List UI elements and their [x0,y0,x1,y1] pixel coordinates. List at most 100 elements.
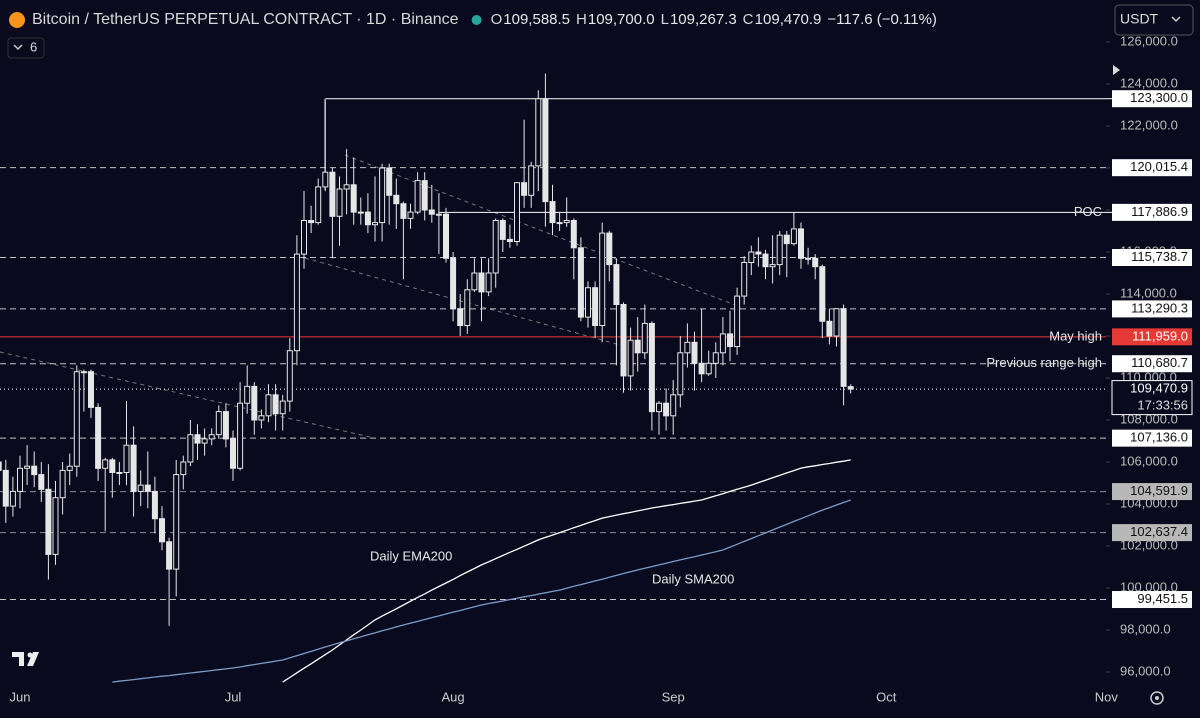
candle-body [698,362,705,375]
currency-button[interactable] [1114,4,1194,36]
candle-body [180,461,187,476]
level-label-box [1112,328,1192,346]
candle-body [173,474,180,570]
candle-body [379,167,386,224]
candle-body [762,253,769,268]
level-label-box [1112,300,1192,318]
candle-body [705,362,712,375]
candle-body [790,228,797,245]
indicator-toggle[interactable] [7,37,45,59]
candle-body [471,272,478,291]
candle-body [755,251,762,255]
candle-body [812,257,819,268]
candle-body [301,220,307,255]
y-tick-label: 98,000.0 [1120,621,1171,636]
candle-body [144,484,151,492]
candle-body [80,371,87,374]
candle-body [244,385,251,404]
candle-body [592,287,599,327]
candle-body [549,201,556,224]
settings-icon-center [1155,696,1159,700]
level-label: 107,136.0 [1130,430,1188,445]
candle-body [492,220,499,274]
ohlc-key: C [743,11,754,28]
series-label: Daily SMA200 [652,571,734,586]
level-label: 111,959.0 [1132,328,1188,343]
candle-body [265,394,272,417]
plot [0,73,1106,683]
candle-body [521,182,528,196]
candle-body [485,272,492,293]
y-tick-label: 114,000.0 [1120,285,1177,300]
x-tick-label: Jun [10,689,31,704]
settings-icon[interactable] [1150,691,1164,705]
candle-body [421,180,428,211]
y-tick-label: 126,000.0 [1120,33,1178,48]
level-label: 113,290.3 [1131,300,1188,315]
scroll-arrow[interactable] [1113,65,1120,75]
level-label-box [1111,380,1193,416]
candle-body [38,474,45,490]
trend-line [304,257,621,346]
x-tick-label: Oct [876,689,897,704]
candle-body [719,333,726,354]
candle-body [322,171,329,188]
ohlc-key: L [661,11,669,28]
candle-body [613,264,620,306]
candle-body [620,304,627,377]
level-label: 102,637.4 [1130,524,1188,539]
candle-body [159,518,165,543]
candle-body [237,402,244,469]
ohlc-value: 109,267.3 [670,11,737,28]
header: Bitcoin / TetherUS PERPETUAL CONTRACT · … [9,11,937,28]
x-tick-label: Jul [225,689,242,704]
candle-body [130,444,137,492]
candle-body [563,220,570,224]
level-label-box [1112,524,1192,542]
y-tick-label: 124,000.0 [1120,75,1178,90]
level-name: May high [1049,328,1102,343]
candle-body [187,434,194,463]
candle-body [478,272,485,293]
candle-body [222,411,229,440]
candle-body [2,469,9,507]
x-tick-label: Nov [1095,689,1119,704]
trend-line [344,154,736,306]
candle-body [386,167,393,196]
candle-body [535,98,542,167]
chevron-icon [1171,16,1181,23]
status-dot [471,15,482,25]
candle-body [847,386,854,390]
candle-body [116,472,123,474]
candle-body [556,222,563,225]
candle-body [457,308,464,327]
candle-body [194,434,201,444]
candle-body [343,184,350,190]
candle-body [293,253,300,352]
candle-body [428,209,435,215]
candle-body [634,339,641,354]
candle-body [109,459,116,473]
level-label: 115,738.7 [1131,249,1188,264]
candle-body [506,238,513,242]
level-label: 117,886.9 [1131,204,1188,219]
level-label: 104,591.9 [1130,483,1188,498]
candle-body [286,350,293,402]
candle-body [656,402,662,413]
level-label: 109,470.9 [1130,381,1188,396]
candle-body [798,228,804,259]
candle-body [435,213,442,216]
candle-body [769,264,776,268]
x-tick-label: Sep [662,689,685,704]
candle-body [805,257,812,260]
candle-body [279,400,286,415]
candle-body [670,394,677,417]
candle-body [407,211,414,219]
candle-body [73,371,80,467]
currency-label: USDT [1120,11,1159,27]
candle-body [123,444,130,474]
candle-body [59,469,66,499]
level-label-box [1112,355,1192,373]
candle-body [734,295,741,348]
level-label-box [1112,483,1192,501]
